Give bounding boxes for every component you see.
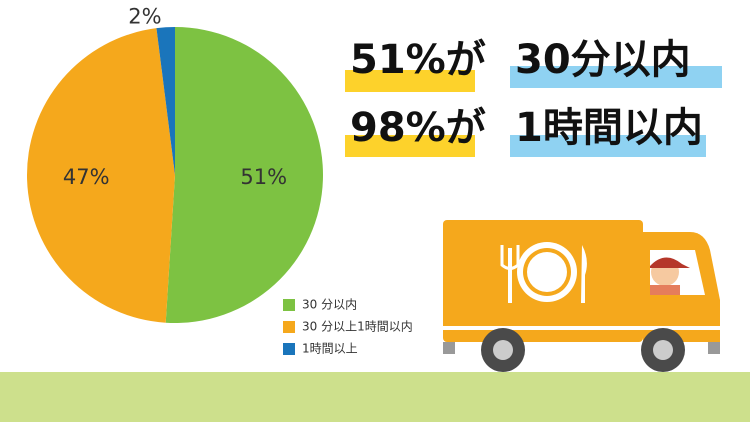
legend-label: 1時間以上 xyxy=(302,342,358,356)
slice-label: 2% xyxy=(128,4,161,28)
legend-swatch xyxy=(283,299,295,311)
pie-slice xyxy=(26,28,175,323)
highlight xyxy=(345,135,475,157)
slice-label: 51% xyxy=(240,165,287,189)
pie-slice xyxy=(156,27,175,175)
headline-right: 1時間以内 xyxy=(515,105,703,151)
slice-label: 47% xyxy=(63,165,110,189)
truck xyxy=(443,220,720,372)
ground xyxy=(0,372,750,422)
highlight xyxy=(345,70,475,92)
legend-swatch xyxy=(283,343,295,355)
highlight xyxy=(510,66,722,88)
headline-right: 30分以内 xyxy=(515,37,691,83)
pie-slice xyxy=(165,27,323,323)
highlight xyxy=(510,135,706,157)
legend-swatch xyxy=(283,321,295,333)
headline-left: 51%が xyxy=(350,37,486,83)
legend-label: 30 分以内 xyxy=(302,298,357,312)
legend-label: 30 分以上1時間以内 xyxy=(302,320,413,334)
headline-left: 98%が xyxy=(350,105,486,151)
